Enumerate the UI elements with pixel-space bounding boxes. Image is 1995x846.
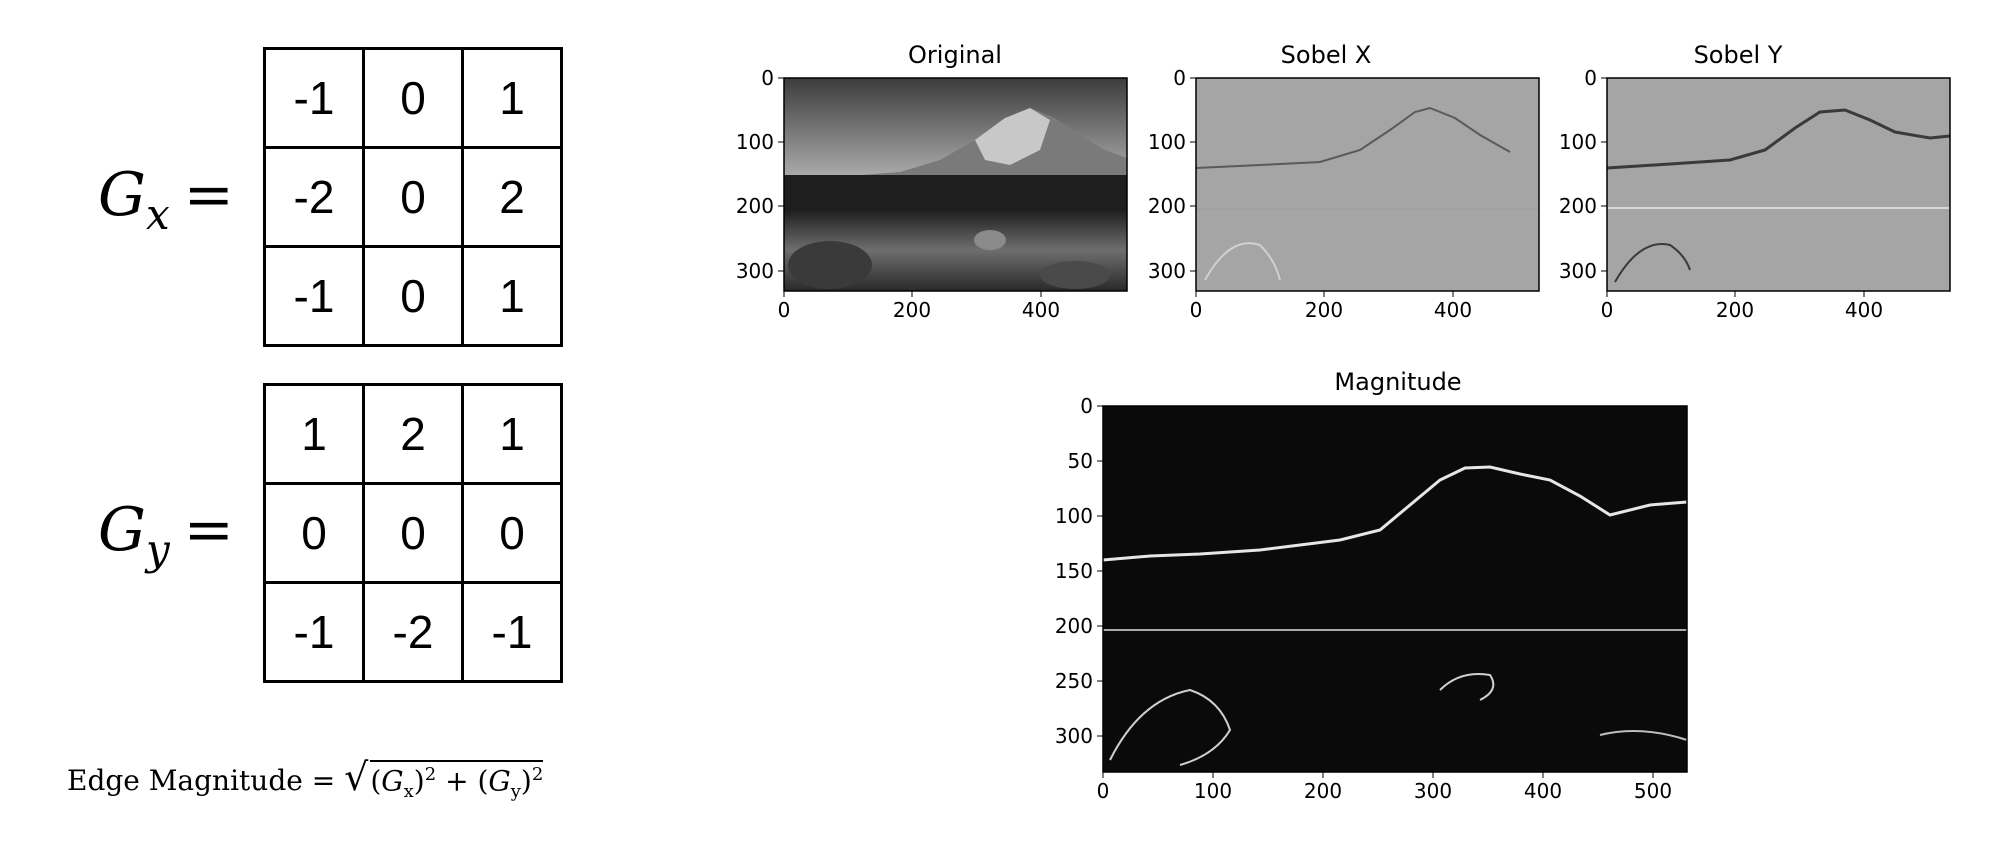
x-tick-label: 400 (1845, 298, 1883, 322)
matrix-cell: 0 (362, 146, 464, 248)
matrix-row: -1 -2 -1 (263, 581, 563, 683)
x-tick-label: 300 (1414, 779, 1452, 803)
matrix-cell: 1 (263, 383, 365, 485)
formula-label: Edge Magnitude (67, 764, 303, 797)
panel-title: Sobel X (1281, 41, 1372, 69)
formula-equals: = (311, 764, 336, 797)
panel-sobel-y: Sobel Y (1606, 41, 1951, 292)
panel-title: Original (908, 41, 1002, 69)
magnitude-image (1103, 406, 1687, 772)
formula-plus: + (445, 764, 469, 797)
matrix-row: 1 2 1 (263, 383, 563, 485)
y-tick-label: 100 (1559, 130, 1597, 154)
gy-label: Gy = (98, 500, 234, 571)
edge-magnitude-formula: Edge Magnitude = √(Gx)2 + (Gy)2 (67, 755, 544, 802)
y-tick-label: 300 (736, 259, 774, 283)
formula-power-2: 2 (531, 763, 544, 785)
sobel-y-image (1607, 78, 1950, 291)
y-tick-label: 150 (1055, 559, 1093, 583)
gx-equals: = (183, 160, 234, 230)
y-tick-label: 250 (1055, 669, 1093, 693)
matrix-row: -1 0 1 (263, 245, 563, 347)
formula-gy-sub: y (510, 780, 521, 802)
y-tick-label: 200 (1055, 614, 1093, 638)
y-tick-label: 0 (1173, 66, 1186, 90)
matrix-cell: 1 (461, 245, 563, 347)
panel-sobel-x: Sobel X (1195, 41, 1540, 292)
matrix-cell: -1 (263, 581, 365, 683)
x-tick-label: 0 (1097, 779, 1110, 803)
gy-equals: = (183, 495, 234, 565)
gx-symbol: G (98, 160, 146, 230)
y-tick-label: 200 (1148, 194, 1186, 218)
y-tick-label: 100 (1148, 130, 1186, 154)
x-tick-label: 200 (893, 298, 931, 322)
x-tick-label: 200 (1716, 298, 1754, 322)
y-tick-label: 200 (1559, 194, 1597, 218)
y-tick-label: 300 (1148, 259, 1186, 283)
gy-subscript: y (145, 525, 170, 574)
matrix-row: -2 0 2 (263, 146, 563, 248)
formula-gy: G (488, 764, 511, 797)
sqrt-icon: √ (344, 755, 369, 799)
x-tick-label: 200 (1305, 298, 1343, 322)
panel-original: Original (783, 41, 1128, 292)
panel-magnitude: Magnitude (1102, 368, 1688, 773)
matrix-cell: -2 (362, 581, 464, 683)
matrix-row: -1 0 1 (263, 47, 563, 149)
matrix-cell: 0 (263, 482, 365, 584)
x-tick-label: 400 (1434, 298, 1472, 322)
x-tick-label: 500 (1634, 779, 1672, 803)
x-tick-label: 400 (1022, 298, 1060, 322)
x-tick-label: 0 (1190, 298, 1203, 322)
matrix-cell: 0 (362, 47, 464, 149)
y-tick-label: 300 (1559, 259, 1597, 283)
gy-symbol: G (98, 495, 146, 565)
formula-radicand: (Gx)2 + (Gy)2 (370, 759, 544, 802)
y-tick-label: 200 (736, 194, 774, 218)
original-image (784, 78, 1127, 291)
matrix-cell: 0 (362, 245, 464, 347)
matrix-cell: 1 (461, 47, 563, 149)
matrix-cell: 0 (362, 482, 464, 584)
matrix-row: 0 0 0 (263, 482, 563, 584)
gy-kernel-matrix: 1 2 1 0 0 0 -1 -2 -1 (263, 383, 563, 683)
matrix-cell: -1 (263, 245, 365, 347)
y-tick-label: 0 (1584, 66, 1597, 90)
gx-kernel-matrix: -1 0 1 -2 0 2 -1 0 1 (263, 47, 563, 347)
panel-title: Magnitude (1334, 368, 1461, 396)
matrix-cell: 2 (362, 383, 464, 485)
matrix-cell: 2 (461, 146, 563, 248)
matrix-cell: -1 (263, 47, 365, 149)
y-tick-label: 0 (1080, 394, 1093, 418)
gx-label: Gx = (98, 165, 234, 236)
y-tick-label: 300 (1055, 724, 1093, 748)
gx-subscript: x (145, 190, 170, 239)
formula-power: 2 (424, 763, 437, 785)
matrix-cell: 0 (461, 482, 563, 584)
x-tick-label: 200 (1304, 779, 1342, 803)
x-tick-label: 0 (1601, 298, 1614, 322)
x-tick-label: 400 (1524, 779, 1562, 803)
formula-gx: G (381, 764, 404, 797)
y-tick-label: 0 (761, 66, 774, 90)
y-tick-label: 100 (1055, 504, 1093, 528)
x-tick-label: 0 (778, 298, 791, 322)
matrix-cell: 1 (461, 383, 563, 485)
matrix-cell: -1 (461, 581, 563, 683)
formula-gx-sub: x (403, 780, 414, 802)
y-tick-label: 100 (736, 130, 774, 154)
x-tick-label: 100 (1194, 779, 1232, 803)
sobel-x-image (1196, 78, 1539, 291)
y-tick-label: 50 (1068, 449, 1093, 473)
panel-title: Sobel Y (1694, 41, 1783, 69)
matrix-cell: -2 (263, 146, 365, 248)
